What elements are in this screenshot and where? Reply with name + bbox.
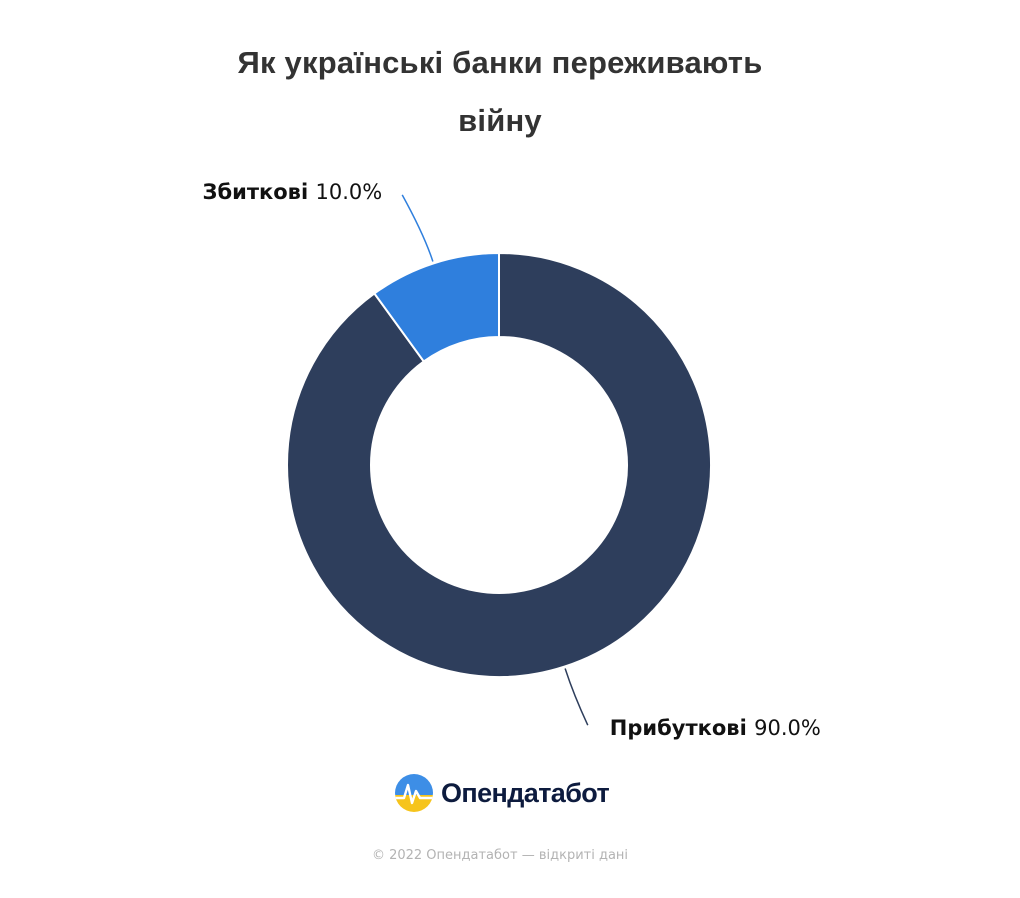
- opendatabot-logo: Опендатабот: [394, 772, 610, 814]
- slice-label-category-1: Збиткові: [203, 180, 316, 204]
- slice-label-value-1: 10.0%: [315, 180, 382, 204]
- donut-slice-1: [372, 251, 500, 363]
- opendatabot-logo-icon: [395, 774, 433, 812]
- leader-line-1: [401, 194, 434, 262]
- slice-labels: Прибуткові 90.0% Збиткові 10.0%: [203, 180, 821, 740]
- slice-label-value-0: 90.0%: [754, 716, 821, 740]
- slice-label-1: Збиткові 10.0%: [203, 180, 383, 204]
- donut-slice-0: [286, 251, 712, 678]
- chart-title: Як українські банки переживають війну: [160, 34, 840, 150]
- donut-slices: [286, 251, 712, 678]
- chart-title-line-1: Як українські банки переживають: [237, 45, 763, 80]
- chart-title-line-2: війну: [458, 103, 542, 138]
- leader-lines: [401, 194, 589, 726]
- slice-label-category-0: Прибуткові: [610, 716, 754, 740]
- copyright-text: © 2022 Опендатабот — відкриті дані: [371, 848, 629, 863]
- slice-label-0: Прибуткові 90.0%: [610, 716, 821, 740]
- leader-line-0: [564, 668, 589, 726]
- logo-text: Опендатабот: [441, 777, 610, 808]
